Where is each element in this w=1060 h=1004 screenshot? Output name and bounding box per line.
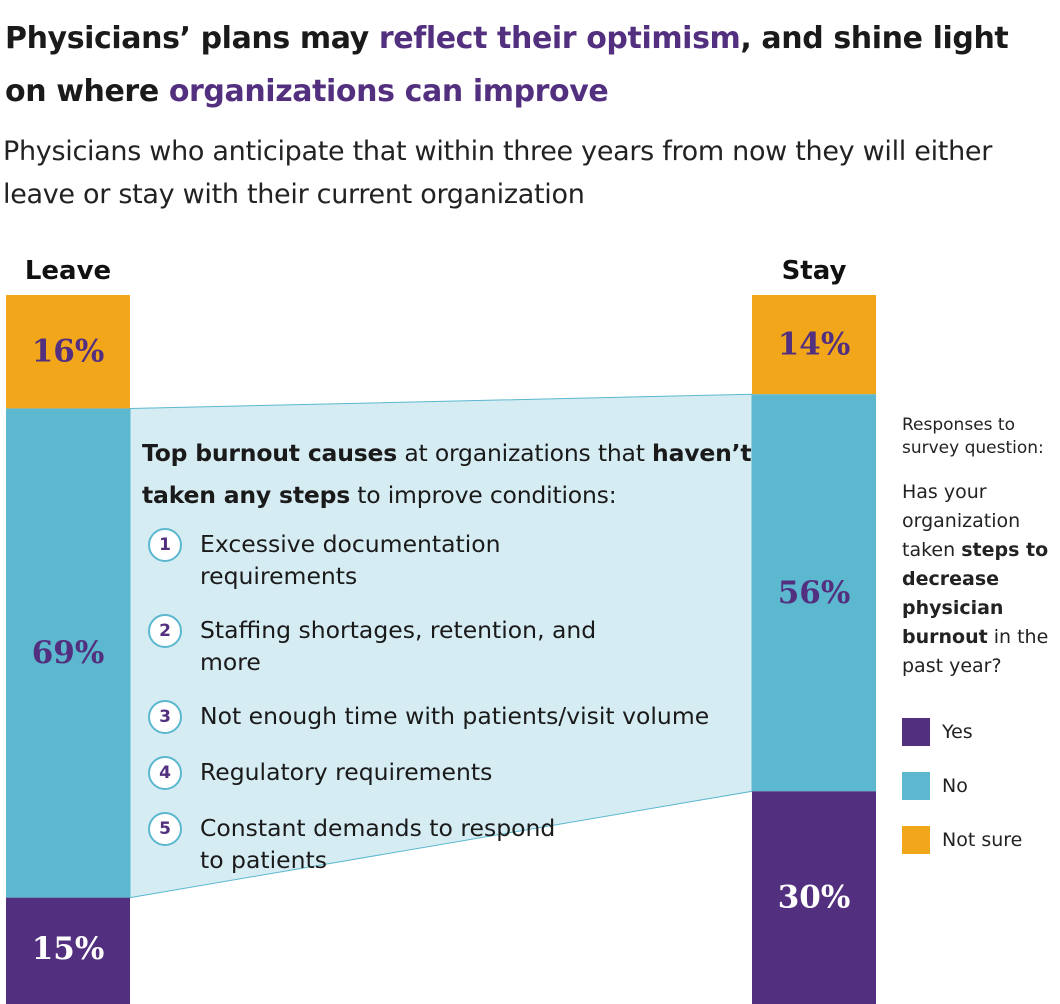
legend-items: Yes No Not sure — [902, 717, 1057, 855]
title-part-2: , and shine light on where — [5, 21, 1009, 109]
legend-question: Has your organization taken steps to dec… — [902, 478, 1057, 681]
cause-number-badge: 1 — [148, 528, 182, 562]
cause-number-badge: 3 — [148, 700, 182, 734]
causes-list: 1 Excessive documentation requirements 2… — [148, 528, 762, 876]
value-label-leave-no: 69% — [32, 635, 105, 671]
legend-question-bold: steps to decrease physician burnout — [902, 539, 1049, 648]
bar-segment-leave-no — [6, 408, 130, 898]
legend-item-not-sure: Not sure — [902, 825, 1057, 855]
column-header-leave: Leave — [25, 256, 111, 286]
cause-text: Regulatory requirements — [200, 758, 493, 786]
legend-swatch — [902, 826, 930, 854]
bar-segment-stay-no — [752, 394, 876, 792]
bar-segment-stay-not-sure — [752, 295, 876, 395]
legend-question-part-2: in the past year? — [902, 626, 1049, 677]
title-part-1: Physicians’ plans may — [5, 21, 379, 56]
cause-number-badge: 5 — [148, 812, 182, 846]
value-label-leave-not-sure: 16% — [32, 334, 105, 370]
value-label-stay-yes: 30% — [778, 880, 851, 916]
legend-item-yes: Yes — [902, 717, 1057, 747]
legend-swatch — [902, 772, 930, 800]
callout-bold-2: haven’t taken any steps — [142, 439, 752, 509]
cause-number-badge: 2 — [148, 614, 182, 648]
legend-swatch — [902, 718, 930, 746]
legend-item-no: No — [902, 771, 1057, 801]
chart-subtitle: Physicians who anticipate that within th… — [3, 136, 993, 210]
bar-segment-leave-not-sure — [6, 295, 130, 409]
callout-bold-1: Top burnout causes — [142, 439, 398, 467]
title-highlight-2: organizations can improve — [168, 74, 609, 109]
bar-segment-stay-yes — [752, 791, 876, 1004]
callout-heading: Top burnout causes at organizations that… — [142, 432, 762, 516]
cause-item-1: 1 Excessive documentation requirements — [148, 528, 762, 592]
column-header-stay: Stay — [782, 256, 847, 286]
value-label-leave-yes: 15% — [32, 931, 105, 967]
value-label-stay-no: 56% — [778, 575, 851, 611]
chart-title: Physicians’ plans may reflect their opti… — [5, 12, 1045, 118]
cause-number-badge: 4 — [148, 756, 182, 790]
title-highlight-1: reflect their optimism — [378, 21, 741, 56]
legend-label: Not sure — [942, 829, 1023, 851]
legend-label: Yes — [942, 721, 973, 743]
cause-text: Staffing shortages, retention, and more — [200, 616, 597, 676]
cause-text: Constant demands to respond to patients — [200, 814, 556, 874]
legend-question-part-1: Has your organization taken — [902, 481, 1021, 561]
cause-text: Not enough time with patients/visit volu… — [200, 702, 710, 730]
callout-text-2: to improve conditions: — [350, 481, 617, 509]
cause-item-4: 4 Regulatory requirements — [148, 756, 762, 790]
callout-text-1: at organizations that — [397, 439, 653, 467]
cause-item-3: 3 Not enough time with patients/visit vo… — [148, 700, 762, 734]
cause-item-2: 2 Staffing shortages, retention, and mor… — [148, 614, 762, 678]
legend-label: No — [942, 775, 968, 797]
burnout-causes-callout: Top burnout causes at organizations that… — [142, 432, 762, 898]
legend: Responses to survey question: Has your o… — [902, 414, 1057, 879]
cause-item-5: 5 Constant demands to respond to patient… — [148, 812, 762, 876]
cause-text: Excessive documentation requirements — [200, 530, 501, 590]
value-label-stay-not-sure: 14% — [778, 327, 851, 363]
legend-caption: Responses to survey question: — [902, 415, 1044, 458]
bar-segment-leave-yes — [6, 897, 130, 1004]
